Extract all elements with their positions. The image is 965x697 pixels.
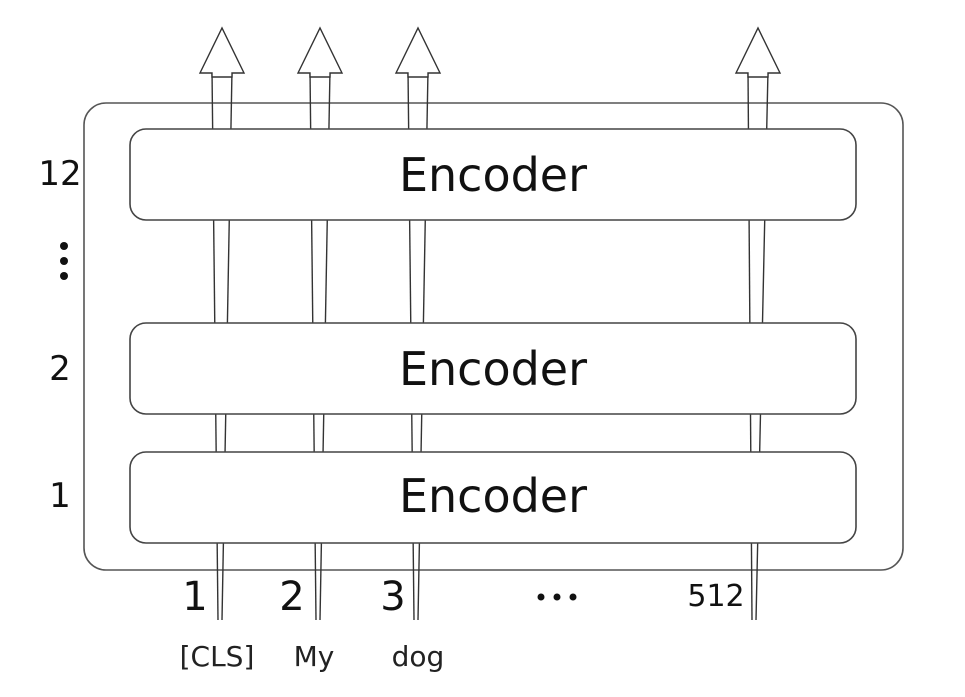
encoder-block-top: Encoder — [129, 128, 857, 221]
position-number-1: 1 — [182, 574, 207, 620]
position-number-512: 512 — [687, 579, 744, 614]
encoder-box — [129, 322, 857, 415]
position-number-2: 2 — [279, 574, 304, 620]
layer-number-12: 12 — [38, 154, 81, 194]
arrow-head-2 — [296, 26, 344, 78]
arrow-head-3 — [394, 26, 442, 78]
arrow-head-1 — [198, 26, 246, 78]
encoder-block-middle: Encoder — [129, 322, 857, 415]
encoder-label: Encoder — [399, 342, 587, 396]
encoder-block-bottom: Encoder — [129, 451, 857, 544]
token-cls: [CLS] — [180, 640, 255, 673]
layer-number-1: 1 — [49, 476, 71, 516]
encoder-box — [129, 128, 857, 221]
encoder-label: Encoder — [399, 148, 587, 202]
arrow-head-512 — [734, 26, 782, 78]
position-ellipsis: … — [537, 593, 577, 601]
layer-number-2: 2 — [49, 349, 71, 389]
layer-ellipsis-text: ⋮ — [64, 269, 65, 271]
arrow-heads — [198, 26, 782, 78]
token-my: My — [294, 640, 335, 673]
token-dog: dog — [392, 640, 445, 673]
encoder-label: Encoder — [399, 469, 587, 523]
layer-ellipsis: ⋮ — [60, 242, 68, 280]
encoder-box — [129, 451, 857, 544]
position-number-3: 3 — [380, 574, 405, 620]
